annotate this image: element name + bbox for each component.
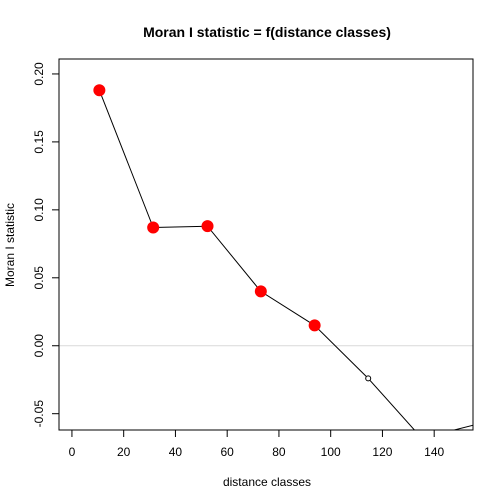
x-tick-label: 100: [321, 445, 341, 459]
x-axis-label: distance classes: [223, 475, 311, 489]
y-axis: -0.05 0.00 0.05 0.10 0.15 0.20: [32, 62, 60, 428]
plot-frame: [58, 58, 474, 431]
x-tick-label: 60: [221, 445, 235, 459]
x-tick-label: 20: [117, 445, 131, 459]
significant-data-point: [254, 285, 267, 298]
significant-data-point: [308, 319, 321, 332]
nonsignificant-data-point: [419, 436, 424, 441]
y-tick-label: -0.05: [32, 400, 46, 428]
y-tick-label: 0.00: [32, 334, 46, 358]
y-axis-label: Moran I statistic: [3, 203, 17, 287]
x-tick-label: 0: [69, 445, 76, 459]
x-tick-label: 120: [372, 445, 392, 459]
y-tick-label: 0.20: [32, 62, 46, 86]
y-tick-label: 0.10: [32, 198, 46, 222]
x-axis: 0 20 40 60 80 100 120 140: [69, 429, 445, 459]
x-tick-label: 40: [169, 445, 183, 459]
nonsignificant-data-point: [472, 423, 473, 427]
x-tick-label: 80: [272, 445, 286, 459]
x-tick-label: 140: [424, 445, 444, 459]
data-points-layer: [93, 84, 473, 441]
nonsignificant-data-point: [365, 375, 372, 382]
series-line: [98, 90, 473, 430]
chart-title: Moran I statistic = f(distance classes): [143, 24, 391, 40]
y-tick-label: 0.05: [32, 266, 46, 290]
significant-data-point: [93, 84, 106, 97]
significant-data-point: [147, 221, 160, 234]
series-line-layer: [98, 90, 473, 430]
y-tick-label: 0.15: [32, 130, 46, 154]
significant-data-point: [201, 220, 214, 233]
